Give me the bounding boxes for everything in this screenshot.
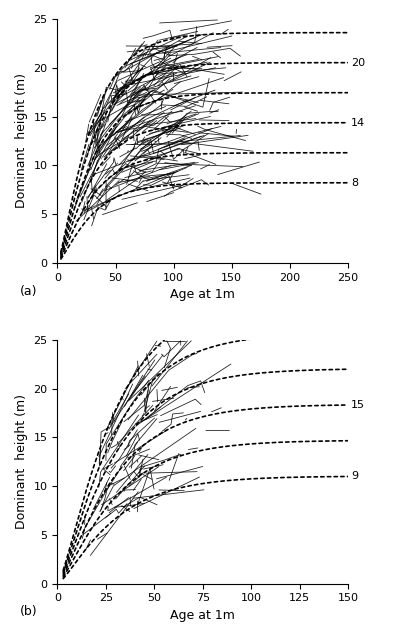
Text: 14: 14 [351,118,365,128]
Text: 15: 15 [351,400,365,410]
Y-axis label: Dominant  height (m): Dominant height (m) [15,394,28,529]
Y-axis label: Dominant  height (m): Dominant height (m) [15,73,28,208]
Text: (a): (a) [20,285,37,297]
Text: 20: 20 [351,58,365,68]
Text: (b): (b) [20,605,37,619]
X-axis label: Age at 1m: Age at 1m [170,288,235,301]
Text: 9: 9 [351,471,358,482]
X-axis label: Age at 1m: Age at 1m [170,609,235,622]
Text: 8: 8 [351,178,358,188]
